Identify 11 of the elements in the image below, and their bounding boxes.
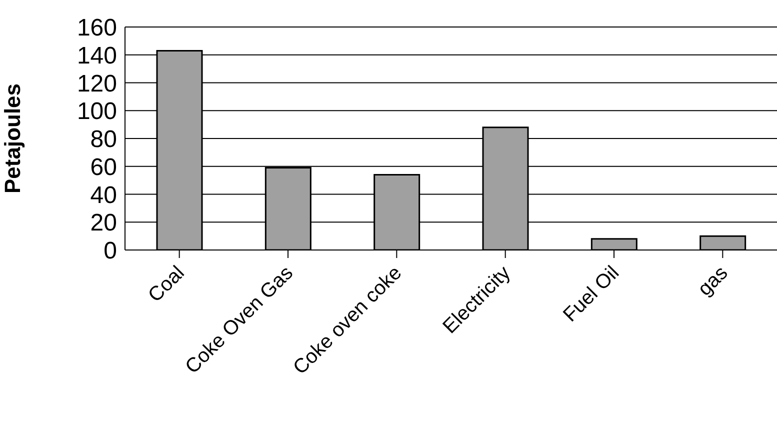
y-tick-label: 0 [104,238,117,265]
y-tick-label: 140 [76,42,117,70]
y-tick-label: 60 [90,154,117,181]
x-tick-label: gas [694,262,732,300]
y-axis-title: Petajoules [0,83,25,194]
y-tick-label: 20 [90,210,117,237]
y-tick-label: 100 [76,98,117,126]
y-tick-label: 40 [90,182,117,209]
y-tick-label: 160 [76,14,117,42]
y-tick-label: 80 [90,126,117,154]
y-tick-label: 120 [76,70,117,98]
